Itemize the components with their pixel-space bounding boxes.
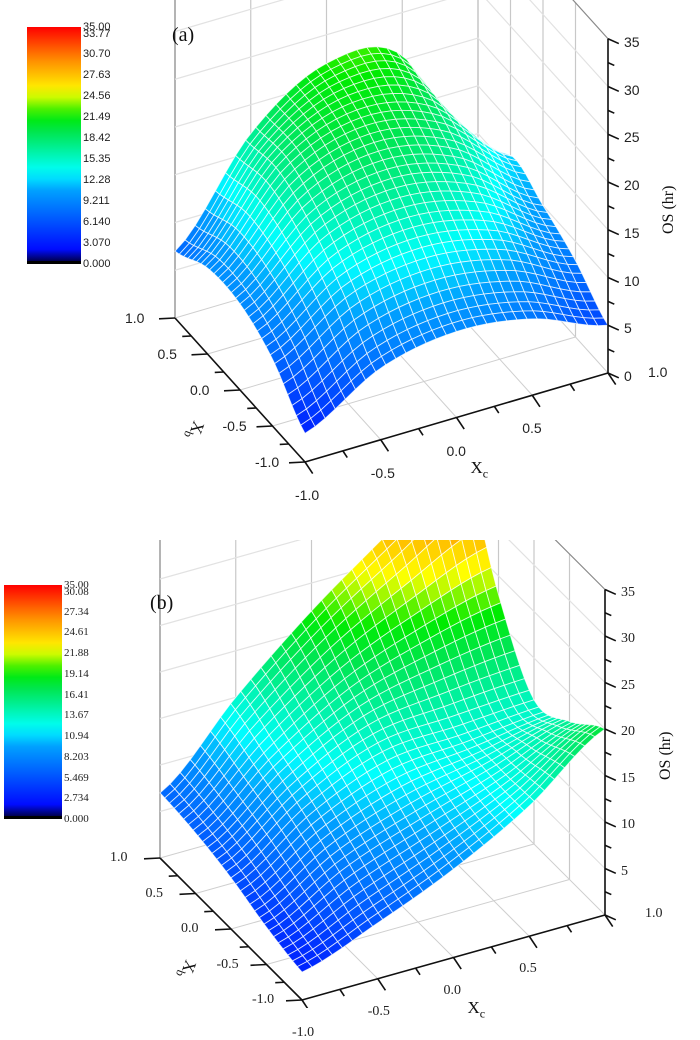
colorbar-label: 8.203 [64, 752, 89, 763]
colorbar-label: 24.61 [64, 627, 89, 638]
z-tick-label: 5 [624, 321, 632, 335]
z-tick-label: 10 [621, 818, 635, 832]
colorbar-label: 10.94 [64, 731, 89, 742]
colorbar-label: 12.28 [83, 175, 111, 186]
xb-tick-label: -1.0 [255, 455, 279, 469]
z-axis-title: OS (hr) [657, 732, 675, 780]
xb-tick-label: 0.0 [190, 383, 209, 397]
xb-tick-label: 1.0 [125, 311, 144, 325]
colorbar-label: 21.88 [64, 648, 89, 659]
z-tick-label: 15 [624, 226, 640, 240]
colorbar-label: 5.469 [64, 773, 89, 784]
xc-tick-label: 1.0 [648, 365, 667, 379]
xb-tick-label: 0.5 [146, 887, 164, 901]
z-tick-label: 30 [621, 632, 635, 646]
colorbar-label: 30.08 [64, 587, 89, 598]
xc-tick-label: -0.5 [371, 466, 395, 480]
z-tick-label: 10 [624, 274, 640, 288]
colorbar-label: 0.000 [64, 814, 89, 825]
z-tick-label: 25 [624, 130, 640, 144]
z-tick-label: 5 [621, 865, 628, 879]
colorbar-label: 27.34 [64, 607, 89, 618]
colorbar-label: 18.42 [83, 133, 111, 144]
panel-label-b: (b) [150, 592, 173, 615]
xc-tick-label: 0.0 [447, 444, 466, 458]
xc-axis-title: Xc [471, 458, 489, 481]
xc-tick-label: -1.0 [295, 488, 319, 502]
panel-label-a: (a) [172, 24, 194, 47]
colorbar-label: 9.211 [83, 196, 110, 207]
z-tick-label: 0 [624, 369, 632, 383]
surface-mesh [160, 540, 605, 972]
z-tick-label: 35 [621, 586, 635, 600]
colorbar-label: 13.67 [64, 710, 89, 721]
colorbar-label: 24.56 [83, 91, 111, 102]
xc-tick-label: 0.5 [522, 421, 541, 435]
colorbar-label: 0.000 [83, 259, 111, 270]
xc-tick-label: 0.0 [444, 984, 462, 998]
z-tick-label: 25 [621, 679, 635, 693]
xc-tick-label: 1.0 [645, 907, 663, 921]
xb-tick-label: 1.0 [110, 851, 128, 865]
xc-tick-label: -0.5 [368, 1005, 390, 1019]
colorbar-label: 19.14 [64, 669, 89, 680]
colorbar-label: 27.63 [83, 70, 111, 81]
colorbar-label: 33.77 [83, 29, 111, 40]
xc-axis-title: Xc [468, 998, 486, 1021]
colorbar-label: 3.070 [83, 238, 111, 249]
colorbar-gradient [27, 27, 81, 264]
xc-tick-label: 0.5 [519, 962, 537, 976]
z-tick-label: 35 [624, 35, 640, 49]
z-tick-label: 20 [621, 725, 635, 739]
colorbar-label: 6.140 [83, 217, 111, 228]
colorbar-label: 2.734 [64, 793, 89, 804]
xb-tick-label: 0.5 [158, 347, 177, 361]
xb-tick-label: -0.5 [217, 958, 239, 972]
colorbar-label: 21.49 [83, 112, 111, 123]
xc-tick-label: -1.0 [292, 1026, 314, 1040]
z-tick-label: 30 [624, 83, 640, 97]
colorbar-label: 16.41 [64, 690, 89, 701]
z-axis-title: OS (hr) [660, 185, 678, 233]
xb-tick-label: -1.0 [252, 993, 274, 1007]
xb-tick-label: -0.5 [223, 419, 247, 433]
xb-tick-label: 0.0 [181, 922, 199, 936]
z-tick-label: 15 [621, 772, 635, 786]
colorbar-label: 30.70 [83, 49, 111, 60]
z-tick-label: 20 [624, 178, 640, 192]
colorbar-gradient [4, 585, 62, 819]
colorbar-label: 15.35 [83, 154, 111, 165]
surface-plot-b [0, 540, 700, 1008]
